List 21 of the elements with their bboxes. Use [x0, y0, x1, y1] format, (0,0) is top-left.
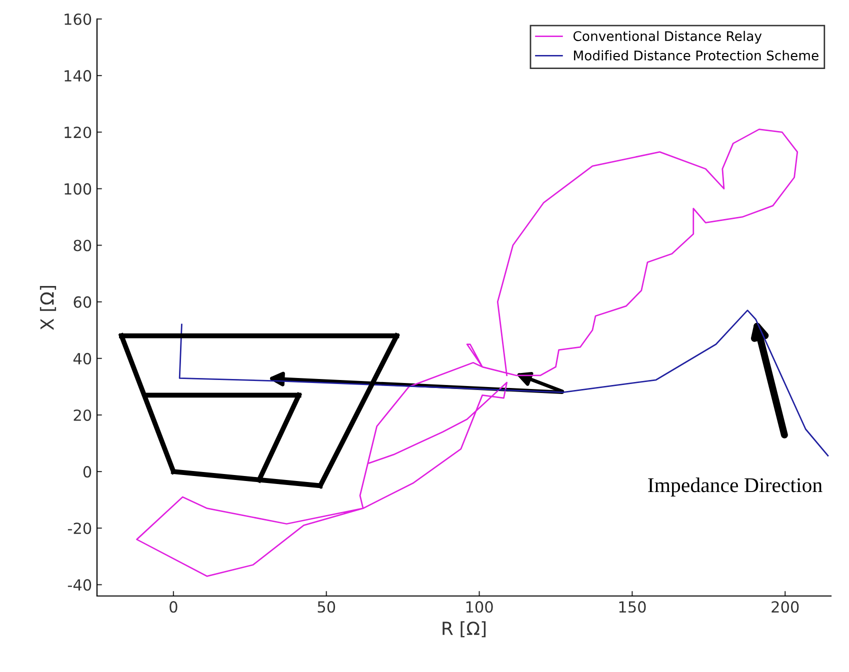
y-tick-label: 160	[64, 13, 92, 26]
legend-label: Modified Distance Protection Scheme	[574, 50, 818, 60]
y-tick-label: 100	[64, 183, 92, 195]
y-tick-label: 0	[83, 466, 92, 478]
x-tick-label: 0	[170, 601, 178, 613]
x-tick-label: 200	[772, 601, 799, 613]
x-axis-title: R [Ω]	[442, 621, 486, 638]
y-tick-label: 120	[64, 126, 92, 138]
y-tick-label: -20	[68, 522, 92, 534]
x-tick-label: 150	[619, 601, 646, 613]
y-tick-label: 20	[74, 409, 92, 421]
annotation: Impedance Direction	[648, 478, 822, 496]
y-tick-label: 40	[73, 352, 92, 364]
y-tick-label: 80	[74, 240, 92, 252]
x-tick-label: 100	[466, 601, 493, 613]
x-tick-label: 50	[318, 601, 336, 613]
legend-label: Conventional Distance Relay	[573, 30, 762, 44]
y-tick-label: -40	[68, 579, 92, 591]
y-tick-label: 60	[74, 296, 92, 308]
y-axis-title: X [Ω]	[40, 286, 56, 330]
y-tick-label: 140	[64, 70, 92, 82]
